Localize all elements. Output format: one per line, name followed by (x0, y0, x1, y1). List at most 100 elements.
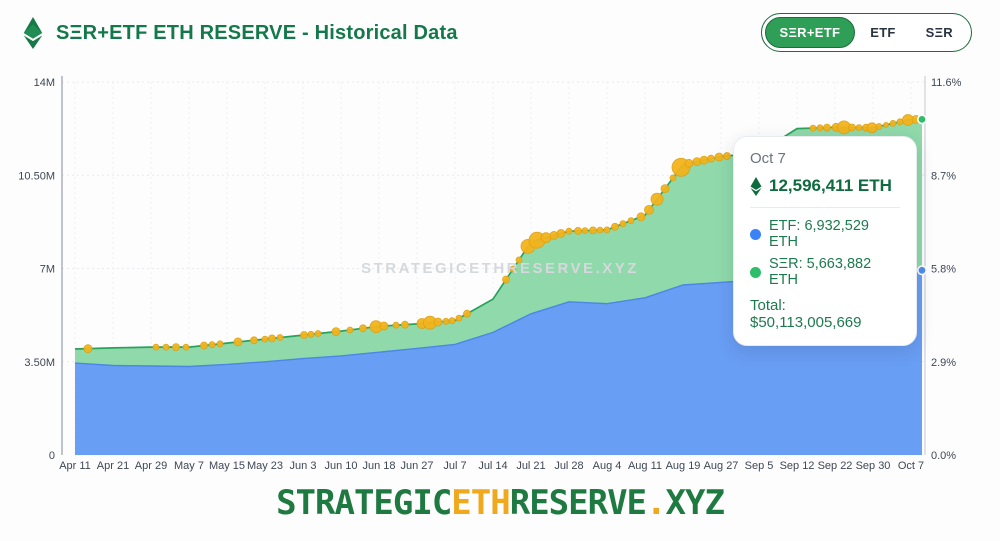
purchase-bubble (379, 321, 389, 331)
purchase-bubble (848, 123, 856, 132)
purchase-bubble (589, 226, 597, 235)
x-tick-label: Sep 30 (856, 460, 891, 472)
purchase-bubble (707, 154, 715, 163)
eth-diamond-icon (750, 176, 762, 196)
purchase-bubble (619, 220, 627, 228)
purchase-bubble (172, 343, 180, 352)
eth-diamond-icon (23, 17, 43, 49)
purchase-bubble (250, 336, 258, 345)
brand-part: ETH (451, 483, 510, 523)
x-tick-label: Apr 21 (97, 460, 129, 472)
purchase-bubble (83, 344, 93, 354)
purchase-bubble (684, 158, 694, 168)
purchase-bubble (565, 227, 573, 235)
purchase-bubble (669, 174, 677, 182)
tooltip-ser-row: SΞR: 5,663,882 ETH (750, 256, 900, 288)
y-tick-left: 10.50M (18, 170, 55, 182)
x-tick-label: Sep 12 (780, 460, 815, 472)
x-tick-label: May 15 (209, 460, 245, 472)
purchase-bubble (692, 157, 702, 167)
x-tick-label: Jul 7 (443, 460, 466, 472)
chart-tooltip: Oct 7 12,596,411 ETH ETF: 6,932,529 ETH … (733, 136, 917, 346)
purchase-bubble (515, 256, 523, 264)
purchase-bubble (182, 343, 190, 351)
x-tick-label: May 7 (174, 460, 204, 472)
site-brand: STRATEGICETHRESERVE.XYZ (276, 483, 725, 523)
etf-legend-dot (750, 228, 761, 240)
ser-legend-dot (750, 266, 761, 278)
tooltip-etf-value: ETF: 6,932,529 ETH (769, 218, 869, 250)
purchase-bubble (276, 334, 284, 341)
chart-watermark: STRATEGICETHRESERVE.XYZ (361, 260, 639, 277)
purchase-bubble (699, 155, 709, 165)
purchase-bubble (636, 212, 646, 222)
toggle-ser-button[interactable]: SΞR (925, 25, 953, 40)
purchase-bubble (162, 343, 170, 351)
toggle-etf-button[interactable]: ETF (870, 25, 896, 40)
x-tick-label: Oct 7 (898, 460, 924, 472)
purchase-bubble (660, 184, 670, 194)
end-marker-etf (916, 265, 927, 276)
brand-part: XYZ (665, 483, 725, 523)
tooltip-etf-row: ETF: 6,932,529 ETH (750, 218, 900, 250)
x-tick-label: Jul 14 (478, 460, 507, 472)
y-tick-right: 11.6% (931, 77, 962, 89)
series-toggle-group: SΞR+ETF ETF SΞR (760, 13, 972, 52)
purchase-bubble (208, 341, 216, 349)
purchase-bubble (502, 275, 510, 284)
purchase-bubble (816, 124, 824, 132)
tooltip-total-eth: 12,596,411 ETH (769, 176, 892, 195)
purchase-bubble (611, 222, 619, 231)
purchase-bubble (331, 327, 341, 337)
purchase-bubble (448, 317, 456, 325)
x-tick-label: May 23 (247, 460, 283, 472)
x-tick-label: Apr 29 (135, 460, 167, 472)
purchase-bubble (401, 320, 409, 329)
purchase-bubble (889, 120, 897, 127)
purchase-bubble (392, 321, 400, 329)
page-title: SΞR+ETF ETH RESERVE - Historical Data (56, 22, 458, 44)
purchase-bubble (359, 324, 367, 333)
brand-part: RESERVE (509, 483, 647, 523)
purchase-bubble (463, 309, 471, 318)
purchase-bubble (866, 122, 878, 134)
purchase-bubble (509, 265, 517, 273)
purchase-bubble (455, 314, 463, 322)
toggle-ser-etf-button[interactable]: SΞR+ETF (764, 17, 856, 48)
tooltip-ser-value: SΞR: 5,663,882 ETH (769, 256, 872, 288)
x-tick-label: Apr 11 (59, 460, 91, 472)
x-tick-label: Aug 11 (628, 460, 662, 472)
x-tick-label: Aug 19 (666, 460, 701, 472)
purchase-bubble (650, 192, 664, 206)
y-tick-left: 14M (34, 77, 55, 89)
y-tick-right: 8.7% (931, 170, 956, 182)
purchase-bubble (581, 227, 589, 235)
x-tick-label: Jun 10 (324, 460, 357, 472)
brand-part: . (646, 483, 667, 523)
area-etf (75, 270, 922, 455)
purchase-bubble (855, 124, 863, 131)
purchase-bubble (233, 337, 243, 347)
purchase-bubble (644, 204, 654, 215)
purchase-bubble (442, 317, 450, 325)
purchase-bubble (346, 326, 354, 334)
purchase-bubble (307, 330, 315, 338)
y-tick-right: 5.8% (931, 264, 956, 276)
purchase-bubble (556, 228, 566, 238)
purchase-bubble (714, 152, 724, 162)
purchase-bubble (433, 317, 443, 327)
purchase-bubble (875, 123, 883, 130)
purchase-bubble (300, 331, 308, 339)
purchase-bubble (314, 330, 322, 337)
y-tick-left: 3.50M (24, 357, 55, 369)
x-tick-label: Aug 27 (704, 460, 739, 472)
x-tick-label: Jun 3 (290, 460, 317, 472)
tooltip-total-usd: Total: $50,113,005,669 (750, 297, 862, 331)
purchase-bubble (268, 334, 276, 343)
y-tick-right: 0.0% (931, 450, 956, 462)
purchase-bubble (216, 340, 224, 348)
x-tick-label: Sep 5 (745, 460, 774, 472)
purchase-bubble (603, 226, 611, 234)
